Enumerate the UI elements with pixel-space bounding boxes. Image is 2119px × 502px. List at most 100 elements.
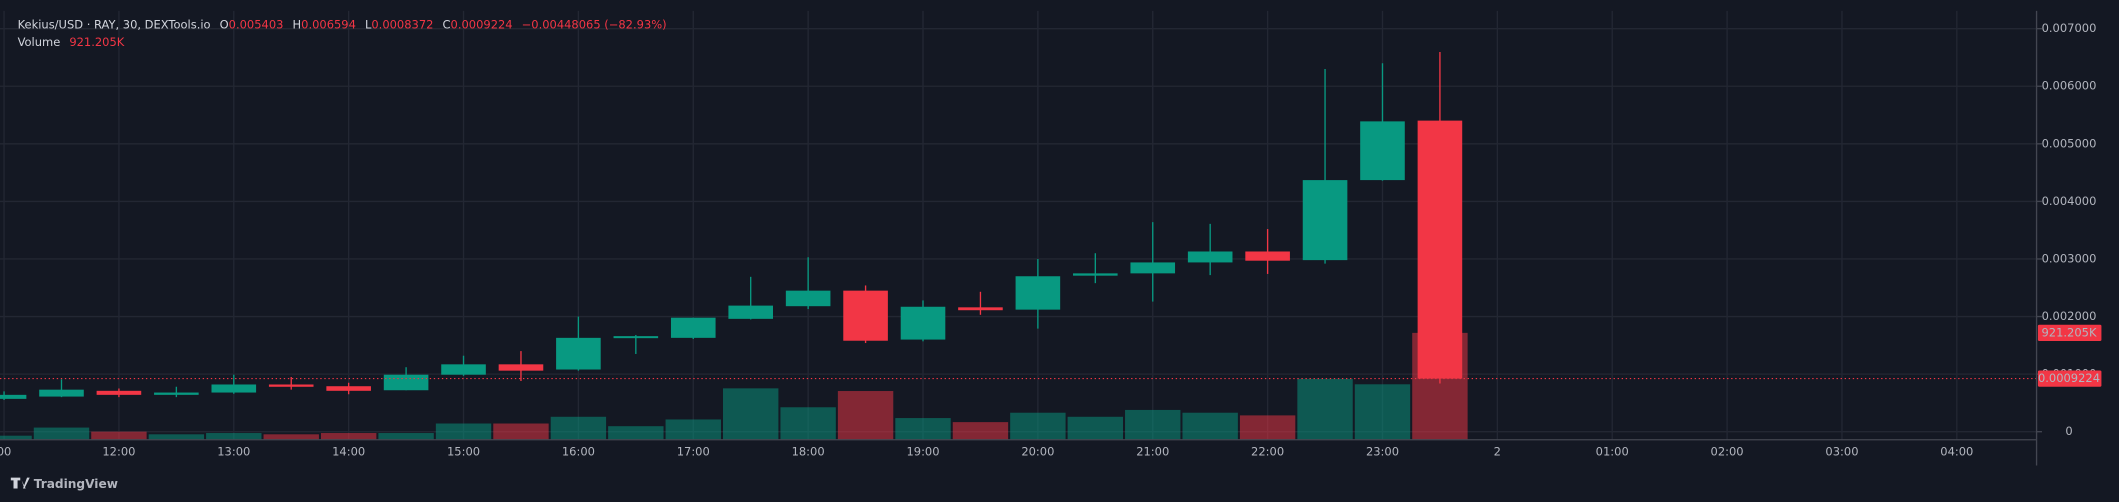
volume-bar [665,419,721,440]
ohlc-label: O [220,17,229,31]
y-tick-label: 0.007000 [2042,21,2097,35]
volume-bar [148,434,205,440]
volume-bar [608,426,664,440]
candle-body [154,392,199,395]
candle-body [958,307,1003,311]
volume-bar [1010,412,1066,440]
volume-bar [1182,412,1238,440]
x-tick-label: 00 [0,444,11,458]
x-tick-label: 20:00 [1021,444,1054,458]
volume-bar [435,423,492,440]
grid [0,10,2037,440]
candle-body [785,290,831,307]
low-value: 0.0008372 [371,17,433,31]
x-tick-label: 01:00 [1596,444,1629,458]
candle-body [1187,251,1233,263]
candle-body [383,374,429,391]
candle-body [728,305,774,319]
volume-bar [1239,415,1296,440]
x-tick-label: 04:00 [1940,444,1973,458]
volume-bar [378,433,434,440]
candle-body [613,336,659,339]
brand-logo [10,477,30,489]
volume-title: Volume [18,34,61,48]
change: −0.00448065 (−82.93%) [522,17,667,31]
ohlc-label: L [365,17,372,31]
x-tick-label: 2 [1494,444,1501,458]
candle-body [96,390,142,395]
brand-name: TradingView [34,477,118,491]
last-price-label: 0.0009224 [2038,371,2100,385]
candle-body [441,364,486,375]
x-tick-label: 16:00 [562,444,595,458]
volume-bar [895,418,951,440]
symbol: Kekius/USD · RAY, 30, DEXTools.io [18,17,211,31]
candle-body [1130,262,1176,274]
y-tick-label: 0.003000 [2042,251,2097,265]
x-tick-label: 22:00 [1251,444,1284,458]
x-tick-label: 13:00 [217,444,250,458]
ohlc-label: C [443,17,451,31]
y-tick-label: 0.002000 [2042,309,2097,323]
candle-body [0,394,27,399]
axes: 00.0010000.0020000.0030000.0040000.00500… [0,21,2102,458]
brand: TradingView [10,477,118,491]
candle-body [1245,251,1290,261]
close-value: 0.0009224 [451,17,513,31]
candle-body [498,364,544,371]
last-price-label-bg [2037,370,2102,387]
volume-bar [837,391,894,440]
volume-bar [1297,378,1353,440]
volume-bar [1354,384,1411,440]
volume-bar [206,433,262,440]
x-tick-label: 14:00 [332,444,365,458]
volume-bar [780,407,836,440]
volume-bar [723,388,779,440]
price-pane [0,52,2037,401]
high-value: 0.006594 [301,17,356,31]
volume-bar [1067,416,1124,440]
x-tick-label: 15:00 [447,444,480,458]
volume-bar [952,422,1009,440]
volume-bar [550,416,607,440]
y-tick-label: 0 [2065,424,2072,438]
y-tick-label: 0.005000 [2042,136,2097,150]
volume-bar [263,434,319,440]
candle-body [1417,120,1463,379]
candle-body [268,384,314,387]
x-tick-label: 19:00 [906,444,939,458]
x-tick-label: 18:00 [792,444,825,458]
x-tick-label: 21:00 [1136,444,1169,458]
candle-body [1360,121,1405,181]
y-tick-label: 0.004000 [2042,194,2097,208]
y-tick-label: 0.006000 [2042,79,2097,93]
volume-bar [1125,409,1181,440]
x-tick-label: 03:00 [1825,444,1858,458]
open-value: 0.005403 [229,17,284,31]
candle-body [39,389,84,397]
volume-bar [320,433,377,440]
volume-label: 921.205K [2041,325,2096,339]
volume-label-bg [2037,324,2102,341]
candle-body [556,337,601,370]
x-tick-label: 02:00 [1711,444,1744,458]
candle-body [211,384,257,393]
volume-bar [0,435,32,440]
candle-body [1073,273,1118,276]
legend-volume: Volume 921.205K [18,34,125,48]
legend-ohlc: Kekius/USD · RAY, 30, DEXTools.io O0.005… [18,17,667,31]
volume-bar [91,431,147,440]
volume-bar [493,423,549,440]
candle-body [1302,180,1348,261]
x-tick-label: 23:00 [1366,444,1399,458]
candle-body [670,317,716,338]
x-tick-label: 12:00 [102,444,135,458]
candle-body [843,290,888,341]
volume-bar [33,427,90,440]
candle-body [326,386,371,391]
ohlc-label: H [293,17,302,31]
candle-body [1015,276,1061,310]
x-tick-label: 17:00 [677,444,710,458]
volume-value: 921.205K [69,34,124,48]
